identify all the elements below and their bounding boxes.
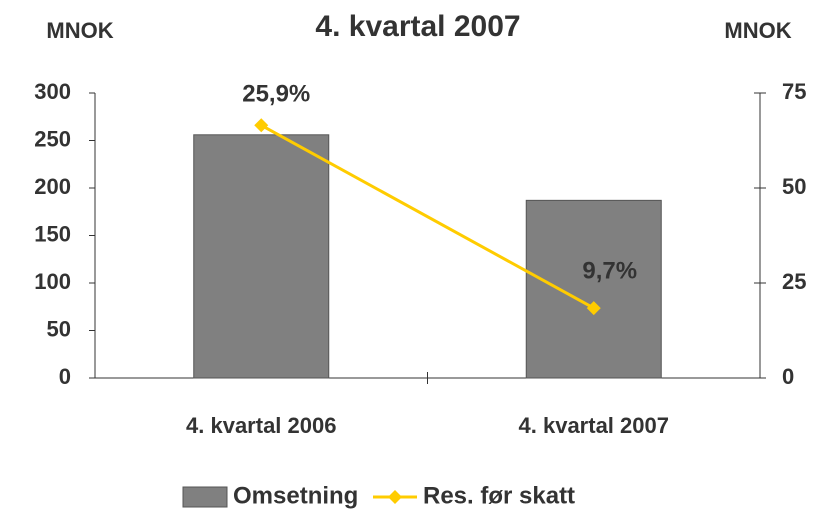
- y-tick-label: 0: [59, 364, 71, 389]
- line-marker: [254, 118, 269, 133]
- line: [260, 123, 595, 310]
- y2-axis-label: MNOK: [724, 18, 791, 43]
- y2-tick-label: 75: [782, 79, 806, 104]
- y2-tick-label: 25: [782, 269, 806, 294]
- y2-tick-label: 0: [782, 364, 794, 389]
- chart-title: 4. kvartal 2007: [315, 10, 520, 43]
- y-tick-label: 100: [34, 269, 71, 294]
- y-tick-label: 50: [47, 316, 71, 341]
- y2-tick-label: 50: [782, 174, 806, 199]
- bar: [525, 199, 662, 379]
- line-marker: [586, 301, 601, 316]
- annotation: 25,9%: [242, 81, 310, 108]
- legend-label: Res. før skatt: [423, 482, 575, 509]
- legend-label: Omsetning: [233, 482, 358, 509]
- bar: [193, 134, 330, 379]
- y-axis-label: MNOK: [46, 18, 113, 43]
- y-tick-label: 300: [34, 79, 71, 104]
- y-tick-label: 250: [34, 126, 71, 151]
- legend-marker: [388, 490, 402, 504]
- x-tick-label: 4. kvartal 2006: [186, 413, 336, 438]
- y-tick-label: 200: [34, 174, 71, 199]
- legend-swatch: [182, 486, 228, 508]
- x-tick-label: 4. kvartal 2007: [519, 413, 669, 438]
- y-tick-label: 150: [34, 221, 71, 246]
- annotation: 9,7%: [582, 257, 637, 284]
